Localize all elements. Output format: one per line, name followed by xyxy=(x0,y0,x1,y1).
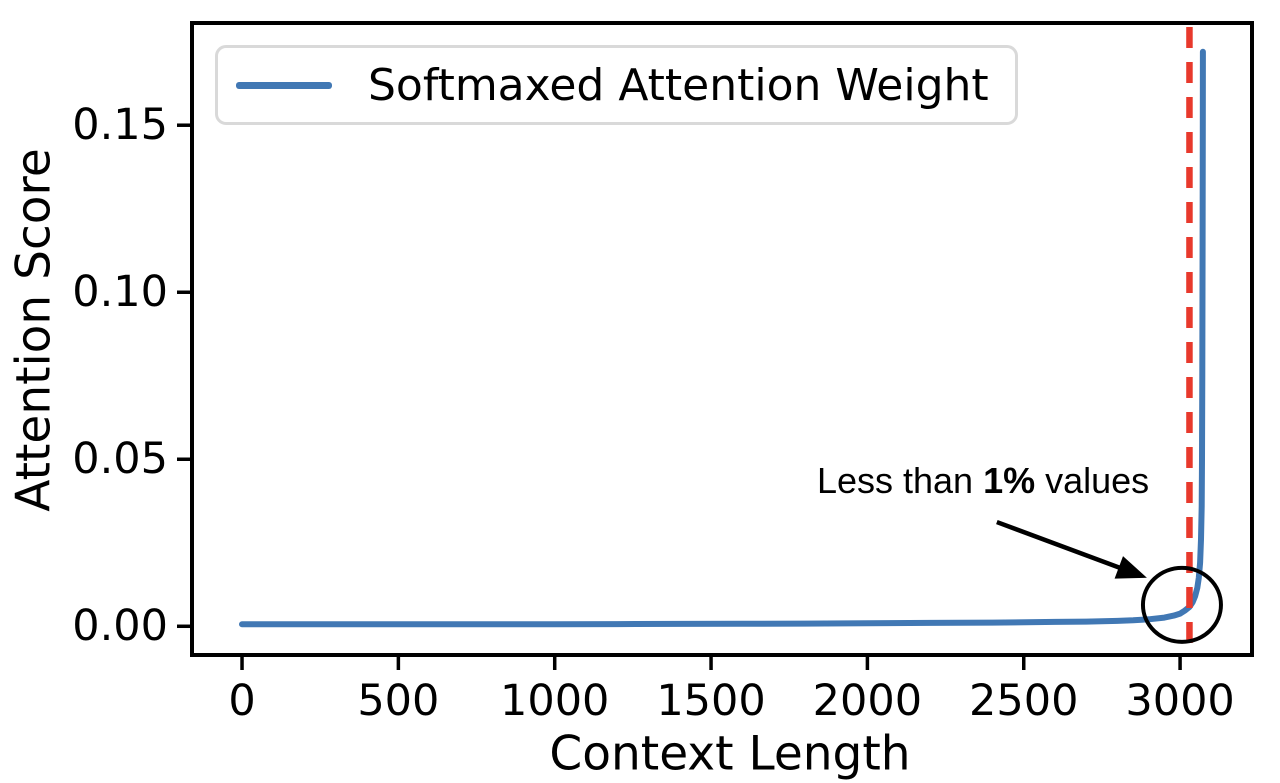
annotation-text-prefix: Less than xyxy=(816,459,984,501)
x-tick-label: 1500 xyxy=(656,676,766,726)
annotation-text-bold: 1% xyxy=(983,459,1036,501)
y-axis-label: Attention Score xyxy=(6,148,62,512)
y-tick-label: 0.10 xyxy=(72,267,168,318)
legend: Softmaxed Attention Weight xyxy=(215,45,1018,125)
x-tick-label: 0 xyxy=(228,676,256,726)
annotation-text-suffix: values xyxy=(1035,459,1150,501)
legend-label: Softmaxed Attention Weight xyxy=(368,59,989,111)
attention-weight-line xyxy=(239,48,1206,628)
x-axis-label: Context Length xyxy=(549,726,911,782)
x-tick-label: 500 xyxy=(357,676,440,726)
annotation-arrow-line xyxy=(996,519,1122,571)
y-tick-label: 0.15 xyxy=(72,100,168,151)
y-tick-label: 0.05 xyxy=(72,434,168,485)
plot-border xyxy=(190,21,1254,657)
x-tick-label: 3000 xyxy=(1125,676,1235,726)
y-tick-label: 0.00 xyxy=(72,601,168,652)
x-tick-label: 2500 xyxy=(969,676,1079,726)
annotation-arrowhead xyxy=(1114,556,1147,579)
x-tick-label: 2000 xyxy=(812,676,923,726)
x-tick-label: 1000 xyxy=(499,676,610,726)
highlight-circle xyxy=(1140,565,1223,644)
annotation-text: Less than 1% values xyxy=(817,460,1149,502)
legend-line-sample xyxy=(236,81,332,89)
